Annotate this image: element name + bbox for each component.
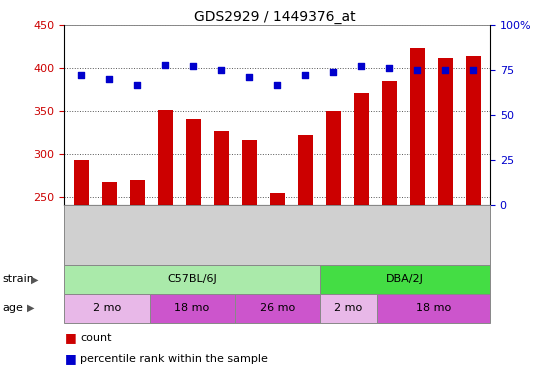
Text: ■: ■ xyxy=(64,353,76,366)
Point xyxy=(357,63,366,70)
Bar xyxy=(297,135,313,384)
Text: GDS2929 / 1449376_at: GDS2929 / 1449376_at xyxy=(194,10,355,23)
Point xyxy=(273,81,282,88)
Bar xyxy=(269,194,285,384)
Text: 18 mo: 18 mo xyxy=(175,303,209,313)
Bar xyxy=(437,58,453,384)
Point xyxy=(413,67,422,73)
Text: DBA/2J: DBA/2J xyxy=(386,274,424,285)
Point xyxy=(133,81,142,88)
Point xyxy=(77,73,86,79)
Text: percentile rank within the sample: percentile rank within the sample xyxy=(80,354,268,364)
Text: ▶: ▶ xyxy=(31,274,38,285)
Point xyxy=(161,61,170,68)
Bar xyxy=(185,119,201,384)
Bar xyxy=(157,110,173,384)
Bar xyxy=(101,182,117,384)
Bar xyxy=(465,56,481,384)
Point xyxy=(301,73,310,79)
Point xyxy=(217,67,226,73)
Bar xyxy=(129,180,145,384)
Text: 18 mo: 18 mo xyxy=(416,303,451,313)
Text: 26 mo: 26 mo xyxy=(260,303,295,313)
Text: 2 mo: 2 mo xyxy=(93,303,121,313)
Text: age: age xyxy=(3,303,24,313)
Text: C57BL/6J: C57BL/6J xyxy=(167,274,217,285)
Bar xyxy=(409,48,425,384)
Text: ■: ■ xyxy=(64,331,76,344)
Bar xyxy=(213,131,229,384)
Point xyxy=(441,67,450,73)
Bar xyxy=(73,160,89,384)
Text: ▶: ▶ xyxy=(27,303,34,313)
Bar xyxy=(325,111,341,384)
Point xyxy=(329,69,338,75)
Point xyxy=(385,65,394,71)
Point xyxy=(105,76,114,82)
Text: count: count xyxy=(80,333,111,343)
Text: 2 mo: 2 mo xyxy=(334,303,362,313)
Point xyxy=(245,74,254,80)
Bar xyxy=(241,140,257,384)
Point xyxy=(189,63,198,70)
Bar xyxy=(353,93,369,384)
Point xyxy=(469,67,478,73)
Text: strain: strain xyxy=(3,274,35,285)
Bar xyxy=(381,81,397,384)
